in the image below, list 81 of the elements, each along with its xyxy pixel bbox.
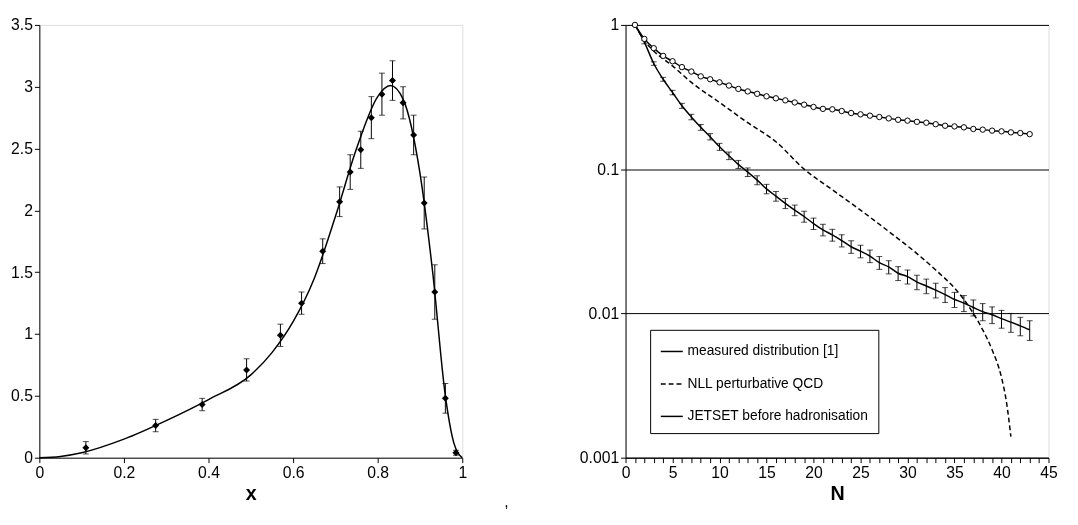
x-tick-label: 30 xyxy=(899,463,918,481)
point xyxy=(847,109,855,117)
point xyxy=(753,90,761,97)
x-tick-label: 35 xyxy=(946,463,964,481)
point xyxy=(857,111,864,118)
point xyxy=(979,126,986,133)
legend-label: measured distribution [1] xyxy=(687,343,839,359)
point xyxy=(357,146,365,154)
x-tick-label: 0 xyxy=(621,463,631,481)
y-tick-label: 0.001 xyxy=(579,449,620,467)
y-tick-label: 0 xyxy=(24,449,34,467)
x-tick-label: 0.6 xyxy=(282,463,305,481)
x-tick-label: 15 xyxy=(758,463,777,481)
y-tick-label: 0.5 xyxy=(11,387,34,405)
point xyxy=(725,82,733,89)
point xyxy=(772,95,780,102)
point xyxy=(367,114,375,122)
point xyxy=(970,125,977,133)
point xyxy=(669,58,676,65)
point xyxy=(641,35,648,43)
point xyxy=(876,113,883,121)
point xyxy=(904,117,911,124)
x-tick-label: 10 xyxy=(711,463,730,481)
x-tick-label: 0.4 xyxy=(198,463,221,481)
x-tick-label: 0.2 xyxy=(113,463,136,481)
point xyxy=(951,123,958,130)
point xyxy=(838,107,845,115)
point xyxy=(735,85,742,93)
point xyxy=(829,106,836,113)
point xyxy=(1017,129,1024,137)
y-tick-label: 2.5 xyxy=(11,139,34,157)
point xyxy=(913,118,921,125)
x-tick-label: 5 xyxy=(668,463,678,481)
point xyxy=(782,97,789,104)
x-tick-label: 45 xyxy=(1040,463,1058,481)
point xyxy=(819,105,827,113)
point xyxy=(389,77,396,85)
y-tick-label: 1.5 xyxy=(11,263,34,281)
point xyxy=(1026,130,1033,138)
point xyxy=(631,21,639,29)
point xyxy=(276,331,284,339)
legend-label: NLL perturbative QCD xyxy=(687,375,824,391)
y-tick-label: 1 xyxy=(610,16,620,34)
x-axis-title: N xyxy=(830,482,845,505)
x-tick-label: 0.8 xyxy=(367,463,390,481)
point xyxy=(716,79,723,86)
y-tick-label: 3 xyxy=(24,78,34,96)
x-axis-title: x xyxy=(245,482,257,505)
y-tick-label: 1 xyxy=(24,325,33,343)
x-tick-label: 0 xyxy=(35,463,45,481)
point xyxy=(988,127,996,134)
point xyxy=(744,88,751,95)
point xyxy=(763,93,770,100)
point xyxy=(650,44,657,52)
point xyxy=(866,112,874,119)
point xyxy=(885,115,892,122)
x-tick-label: 20 xyxy=(805,463,824,481)
point xyxy=(810,103,817,111)
point xyxy=(791,99,798,106)
point xyxy=(960,124,968,131)
point xyxy=(941,122,949,129)
x-tick-label: 40 xyxy=(993,463,1011,481)
y-tick-label: 3.5 xyxy=(11,16,34,34)
y-tick-label: 0.1 xyxy=(597,160,620,178)
legend-label: JETSET before hadronisation xyxy=(687,408,868,424)
x-tick-label: 1 xyxy=(458,463,468,481)
point xyxy=(678,63,686,71)
point xyxy=(800,101,808,108)
point xyxy=(932,121,939,128)
point xyxy=(923,119,930,126)
y-tick-label: 0.01 xyxy=(588,304,620,322)
x-tick-label: 25 xyxy=(852,463,871,481)
point xyxy=(659,52,667,60)
point xyxy=(697,73,704,80)
point xyxy=(1007,129,1015,136)
point xyxy=(706,76,714,83)
point xyxy=(998,128,1005,135)
text: , xyxy=(504,492,509,510)
y-tick-label: 2 xyxy=(24,201,33,219)
point xyxy=(688,68,695,75)
point xyxy=(894,116,902,123)
